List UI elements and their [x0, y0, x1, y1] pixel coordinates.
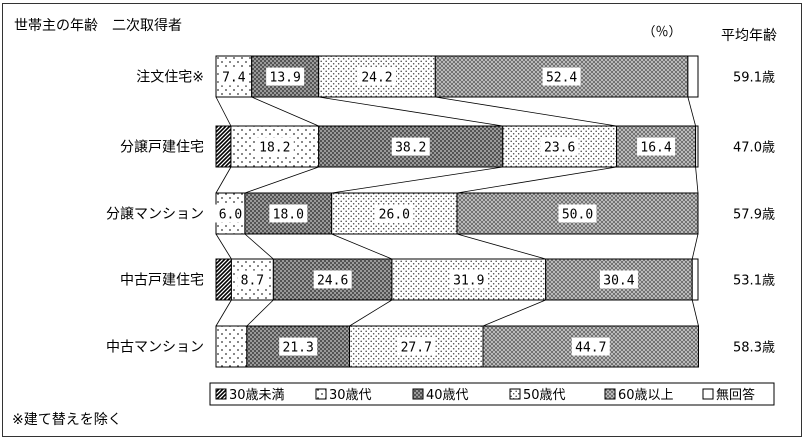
data-label-box [255, 137, 294, 156]
legend-swatch [509, 388, 521, 400]
footnote: ※建て替えを除く [12, 412, 122, 428]
connector-line [215, 96, 232, 127]
category-label: 中古戸建住宅 [120, 273, 204, 289]
data-label: 7.4 [222, 71, 246, 86]
data-label-box [540, 137, 579, 156]
bar-segment [215, 325, 248, 368]
bar-segment [691, 258, 699, 301]
data-label: 21.3 [283, 341, 314, 356]
data-label: 18.2 [259, 141, 290, 156]
data-label-box [215, 204, 246, 223]
data-label-box [397, 337, 436, 356]
data-label: 24.6 [317, 274, 348, 289]
connector-line [456, 233, 546, 260]
data-label-box [375, 204, 414, 223]
unit-label: （％） [642, 25, 681, 40]
legend-label: 30歳未満 [229, 388, 285, 403]
data-label: 44.7 [575, 341, 606, 356]
chart-frame [2, 3, 802, 437]
category-label: 分譲マンション [106, 207, 204, 223]
bar-segment [687, 55, 699, 98]
connector-line [215, 233, 232, 260]
data-label: 50.0 [562, 208, 593, 223]
connector-line [244, 166, 319, 194]
data-label-box [599, 270, 638, 289]
connector-line [331, 233, 393, 260]
data-label: 13.9 [270, 71, 301, 86]
data-label: 52.4 [546, 71, 577, 86]
legend-swatch [604, 388, 616, 400]
data-label: 27.7 [401, 341, 432, 356]
data-label: 6.0 [219, 208, 242, 223]
connector-line [215, 299, 232, 327]
legend-swatch [412, 388, 424, 400]
data-label-box [357, 67, 396, 86]
legend-label: 40歳代 [426, 388, 469, 403]
legend-label: 無回答 [716, 387, 755, 403]
data-label: 26.0 [379, 208, 410, 223]
data-label-box [558, 204, 597, 223]
data-label: 8.7 [241, 274, 264, 289]
data-label: 16.4 [640, 141, 671, 156]
average-age-value: 57.9歳 [733, 208, 775, 223]
legend-box [209, 382, 775, 406]
legend-label: 60歳以上 [618, 388, 674, 403]
data-label-box [391, 137, 430, 156]
category-label: 分譲戸建住宅 [120, 140, 204, 156]
data-label-box [279, 337, 318, 356]
data-label-box [269, 204, 308, 223]
average-age-value: 59.1歳 [733, 71, 775, 86]
data-label: 24.2 [361, 71, 392, 86]
data-label-box [237, 270, 268, 289]
legend-swatch [315, 388, 327, 400]
data-label-box [449, 270, 488, 289]
bar-segment [215, 258, 232, 301]
data-label: 38.2 [395, 141, 426, 156]
data-label: 18.0 [273, 208, 304, 223]
data-label-box [218, 67, 249, 86]
legend-label: 50歳代 [523, 388, 566, 403]
connector-line [318, 96, 503, 127]
connector-line [691, 233, 699, 260]
data-label: 30.4 [603, 274, 634, 289]
connector-line [246, 299, 274, 327]
data-label-box [571, 337, 610, 356]
connector-line [251, 96, 319, 127]
connector-line [215, 166, 232, 194]
average-age-value: 53.1歳 [733, 274, 775, 289]
connector-line [331, 166, 503, 194]
data-label-box [542, 67, 581, 86]
connector-line [687, 96, 696, 127]
connector-line [435, 96, 617, 127]
connector-line [482, 299, 546, 327]
bar-segment [215, 125, 232, 168]
average-age-header: 平均年齢 [721, 28, 777, 44]
connector-line [349, 299, 393, 327]
chart-title: 世帯主の年齢 二次取得者 [14, 17, 182, 34]
average-age-value: 58.3歳 [733, 341, 775, 356]
connector-line [244, 233, 274, 260]
average-age-value: 47.0歳 [733, 141, 775, 156]
legend-swatch [702, 388, 714, 400]
connector-line [695, 166, 699, 194]
category-label: 注文住宅※ [136, 70, 204, 86]
connector-line [691, 299, 699, 327]
connector-line [456, 166, 617, 194]
category-label: 中古マンション [106, 340, 204, 356]
data-label-box [313, 270, 352, 289]
data-label: 31.9 [453, 274, 484, 289]
data-label-box [637, 137, 676, 156]
data-label-box [266, 67, 305, 86]
legend-swatch [215, 388, 227, 400]
bar-segment [695, 125, 699, 168]
data-label: 23.6 [544, 141, 575, 156]
legend-label: 30歳代 [329, 388, 372, 403]
